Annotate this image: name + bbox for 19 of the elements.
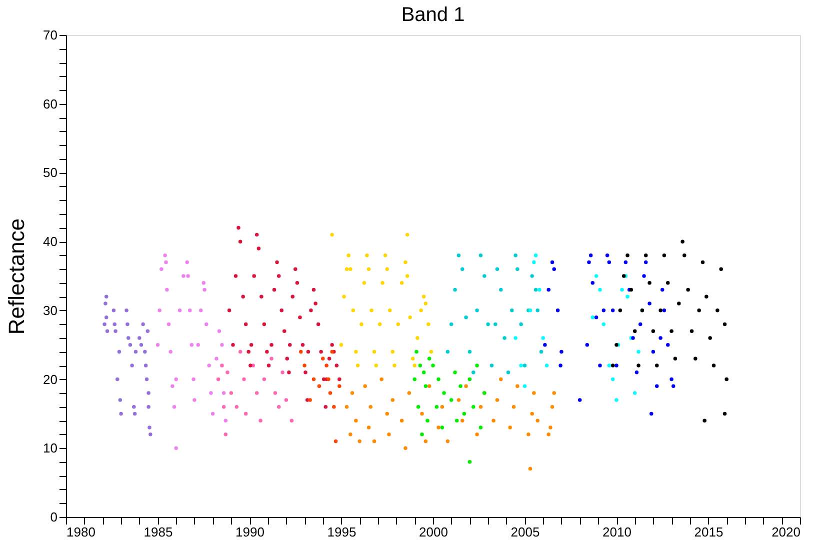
x-tick-label: 2015 [694, 524, 724, 540]
x-tick-label: 2010 [602, 524, 632, 540]
x-tick-label: 1980 [66, 524, 96, 540]
x-tick-label: 2005 [510, 524, 540, 540]
y-tick-label: 0 [50, 510, 58, 524]
y-tick-label: 60 [43, 96, 58, 112]
chart-title: Band 1 [401, 4, 465, 26]
x-tick-label: 1990 [236, 524, 264, 540]
y-tick-label: 10 [43, 440, 58, 456]
x-tick-label: 2020 [772, 524, 800, 540]
y-tick-label: 20 [43, 372, 58, 387]
y-tick-label: 70 [43, 28, 58, 42]
x-tick-label: 2000 [419, 524, 448, 540]
y-tick-label: 40 [43, 234, 58, 250]
y-axis-title: Reflectance [4, 218, 30, 335]
y-tick-label: 30 [43, 302, 58, 318]
x-tick-label: 1985 [144, 524, 173, 540]
y-tick-label: 50 [43, 165, 58, 180]
x-tick-label: 1995 [327, 524, 356, 540]
